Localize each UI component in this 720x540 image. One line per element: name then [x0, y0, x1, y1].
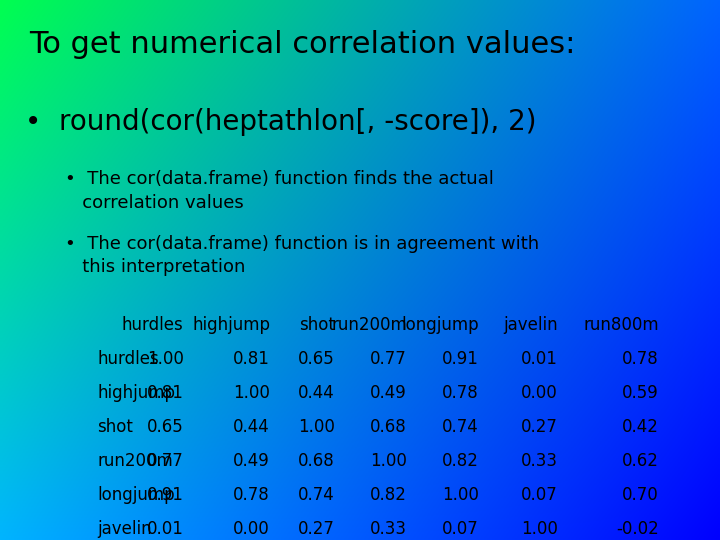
Text: 0.91: 0.91: [147, 486, 184, 504]
Text: 0.44: 0.44: [233, 418, 270, 436]
Text: -0.02: -0.02: [616, 520, 659, 538]
Text: run800m: run800m: [583, 316, 659, 334]
Text: 0.01: 0.01: [521, 350, 558, 368]
Text: hurdles: hurdles: [97, 350, 159, 368]
Text: 0.33: 0.33: [521, 452, 558, 470]
Text: 0.59: 0.59: [622, 384, 659, 402]
Text: longjump: longjump: [97, 486, 175, 504]
Text: 1.00: 1.00: [370, 452, 407, 470]
Text: shot: shot: [299, 316, 335, 334]
Text: shot: shot: [97, 418, 133, 436]
Text: 0.00: 0.00: [233, 520, 270, 538]
Text: hurdles: hurdles: [122, 316, 184, 334]
Text: run200m: run200m: [331, 316, 407, 334]
Text: 0.77: 0.77: [370, 350, 407, 368]
Text: 0.01: 0.01: [147, 520, 184, 538]
Text: •  The cor(data.frame) function finds the actual
   correlation values: • The cor(data.frame) function finds the…: [65, 170, 494, 212]
Text: 0.07: 0.07: [442, 520, 479, 538]
Text: 0.78: 0.78: [442, 384, 479, 402]
Text: 0.00: 0.00: [521, 384, 558, 402]
Text: run200m: run200m: [97, 452, 173, 470]
Text: 0.33: 0.33: [370, 520, 407, 538]
Text: 0.44: 0.44: [298, 384, 335, 402]
Text: 0.78: 0.78: [233, 486, 270, 504]
Text: 1.00: 1.00: [233, 384, 270, 402]
Text: 0.68: 0.68: [370, 418, 407, 436]
Text: highjump: highjump: [192, 316, 270, 334]
Text: 1.00: 1.00: [521, 520, 558, 538]
Text: highjump: highjump: [97, 384, 175, 402]
Text: 0.65: 0.65: [147, 418, 184, 436]
Text: javelin: javelin: [97, 520, 152, 538]
Text: 1.00: 1.00: [147, 350, 184, 368]
Text: 0.77: 0.77: [147, 452, 184, 470]
Text: 0.70: 0.70: [622, 486, 659, 504]
Text: javelin: javelin: [503, 316, 558, 334]
Text: 0.49: 0.49: [370, 384, 407, 402]
Text: 0.91: 0.91: [442, 350, 479, 368]
Text: 0.78: 0.78: [622, 350, 659, 368]
Text: 0.74: 0.74: [298, 486, 335, 504]
Text: 0.27: 0.27: [521, 418, 558, 436]
Text: 0.82: 0.82: [442, 452, 479, 470]
Text: 0.81: 0.81: [147, 384, 184, 402]
Text: 1.00: 1.00: [442, 486, 479, 504]
Text: 0.81: 0.81: [233, 350, 270, 368]
Text: 0.68: 0.68: [298, 452, 335, 470]
Text: longjump: longjump: [401, 316, 479, 334]
Text: 0.82: 0.82: [370, 486, 407, 504]
Text: To get numerical correlation values:: To get numerical correlation values:: [29, 30, 575, 59]
Text: 0.07: 0.07: [521, 486, 558, 504]
Text: 0.42: 0.42: [622, 418, 659, 436]
Text: 1.00: 1.00: [298, 418, 335, 436]
Text: •  The cor(data.frame) function is in agreement with
   this interpretation: • The cor(data.frame) function is in agr…: [65, 235, 539, 276]
Text: 0.62: 0.62: [622, 452, 659, 470]
Text: 0.27: 0.27: [298, 520, 335, 538]
Text: 0.74: 0.74: [442, 418, 479, 436]
Text: •  round(cor(heptathlon[, -score]), 2): • round(cor(heptathlon[, -score]), 2): [25, 108, 536, 136]
Text: 0.49: 0.49: [233, 452, 270, 470]
Text: 0.65: 0.65: [298, 350, 335, 368]
